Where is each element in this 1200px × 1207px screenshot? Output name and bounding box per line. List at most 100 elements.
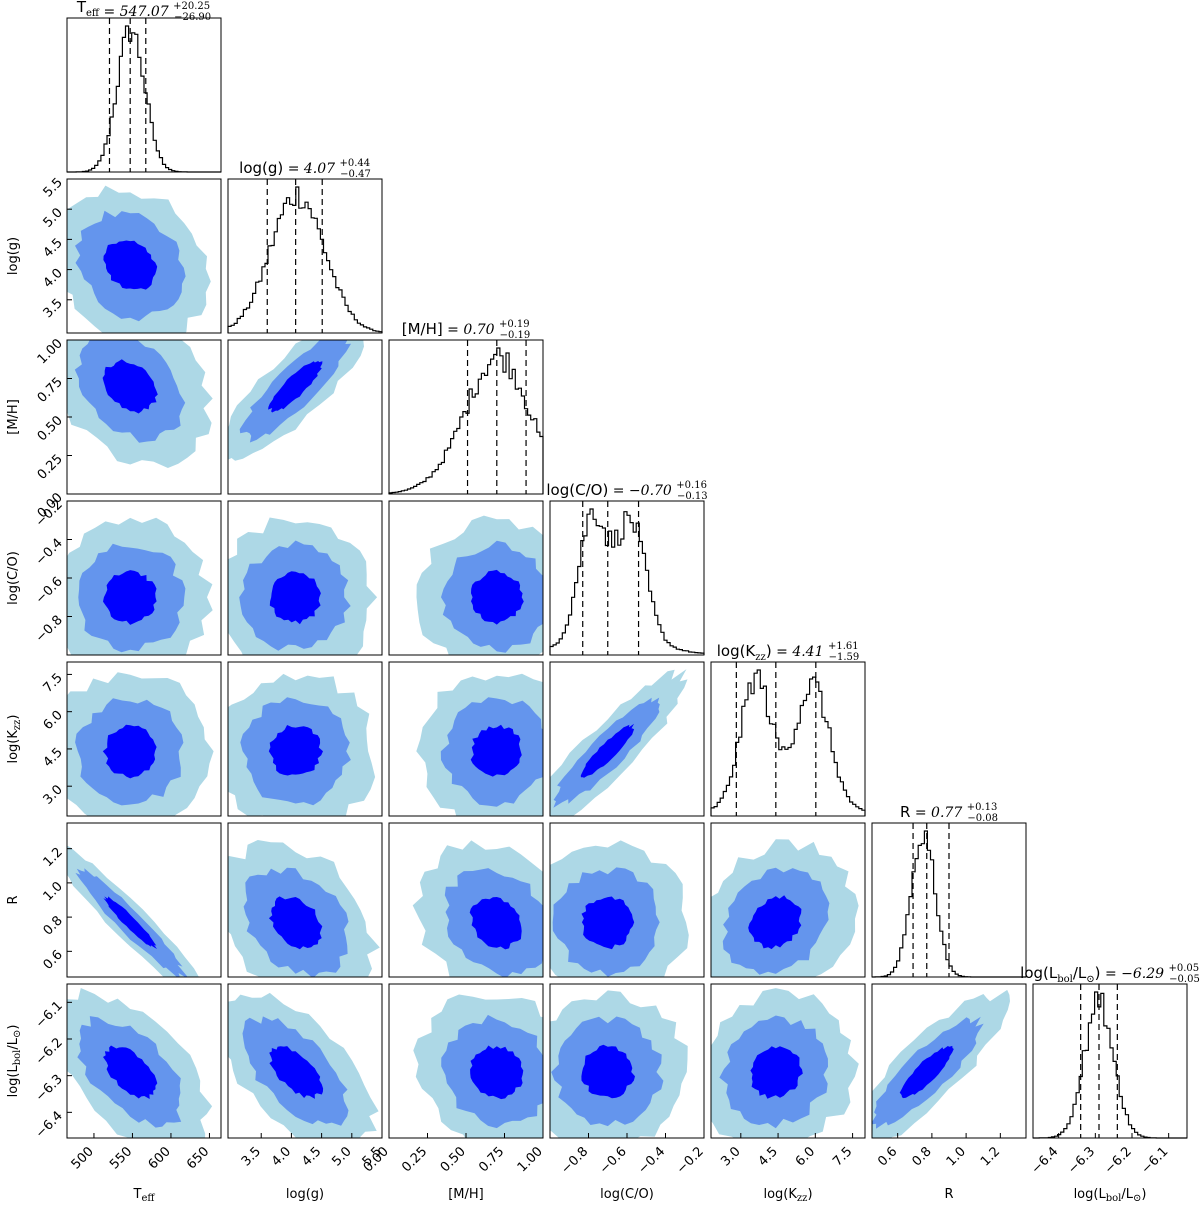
- contour-level-2: [471, 569, 524, 625]
- contour-level-2: [102, 359, 158, 414]
- x-axis-label-lbol: log(Lbol/L⊙): [1074, 1187, 1147, 1204]
- x-tick-label-r-2: 1.0: [944, 1144, 969, 1169]
- y-axis-label-kzz: log(Kzz): [6, 714, 23, 763]
- contour-level-2: [269, 571, 321, 625]
- y-axis-label-lbol: log(Lbol/L⊙): [6, 1025, 23, 1098]
- y-tick-label-logg-4: 5.5: [41, 175, 66, 200]
- contour-panel-lbol-vs-teff: 500 550 600 650 Teff −6.4 −6.3 −6.2−6.1 log(Lbol…: [6, 983, 222, 1204]
- contour-panel-r-vs-co: [549, 822, 705, 978]
- x-tick-label-mh-1: 0.25: [399, 1144, 430, 1175]
- x-tick-label-co-3: −0.2: [674, 1144, 707, 1177]
- panel-frame: [871, 822, 1027, 978]
- contour-level-2: [268, 361, 323, 413]
- y-tick-label-lbol-0: −6.4: [33, 1109, 66, 1142]
- hist-panel-teff: Teff = 547.07 +20.25 −26.90: [66, 0, 222, 173]
- panel-frame: [388, 500, 544, 656]
- contour-level-2: [470, 724, 522, 777]
- x-axis-label-r: R: [944, 1187, 953, 1202]
- hist-panel-r: R = 0.77 +0.13 −0.08: [871, 802, 1027, 978]
- contour-panel-r-vs-kzz: [710, 822, 866, 978]
- y-axis-label-co: log(C/O): [6, 551, 21, 605]
- panel-frame: [227, 500, 383, 656]
- x-tick-label-lbol-3: −6.1: [1139, 1144, 1172, 1177]
- x-tick-label-mh-3: 0.75: [476, 1144, 507, 1175]
- x-tick-label-teff-0: 500: [69, 1144, 97, 1172]
- contour-panel-r-vs-logg: [227, 822, 383, 978]
- hist-panel-logg: log(g) = 4.07 +0.44 −0.47: [227, 158, 383, 334]
- contour-level-2: [102, 724, 157, 779]
- contour-level-2: [748, 895, 802, 950]
- x-axis-label-mh: [M/H]: [448, 1187, 484, 1202]
- x-axis-label-kzz: log(Kzz): [763, 1187, 812, 1204]
- panel-frame: [549, 500, 705, 656]
- contour-panel-lbol-vs-mh: 0.00 0.25 0.50 0.75 1.00 [M/H]: [361, 983, 546, 1202]
- panel-frame: [549, 822, 705, 978]
- contour-panel-lbol-vs-r: 0.6 0.8 1.0 1.2 R: [871, 983, 1027, 1202]
- y-tick-label-logg-3: 5.0: [41, 205, 66, 230]
- panel-frame: [227, 178, 383, 334]
- y-tick-label-kzz-0: 3.0: [41, 782, 66, 807]
- contour-panel-r-vs-teff: 0.6 0.8 1.0 1.2 R: [6, 822, 222, 978]
- x-axis-label-co: log(C/O): [600, 1187, 654, 1202]
- contour-panel-mh-vs-logg: [227, 339, 383, 495]
- title-r: R = 0.77 +0.13 −0.08: [900, 802, 998, 824]
- contour-level-2: [103, 1045, 158, 1099]
- y-tick-label-r-1: 0.8: [41, 913, 66, 938]
- x-tick-label-co-2: −0.4: [635, 1144, 668, 1177]
- panel-frame: [227, 661, 383, 817]
- y-axis-label-r: R: [6, 895, 21, 904]
- hist-mh: [388, 347, 544, 494]
- contour-panel-r-vs-mh: [388, 822, 544, 978]
- x-axis-label-logg: log(g): [286, 1187, 324, 1202]
- y-tick-label-lbol-3: −6.1: [33, 999, 66, 1032]
- y-tick-label-r-0: 0.6: [41, 948, 66, 973]
- panel-frame: [66, 661, 222, 817]
- contour-level-2: [103, 896, 157, 949]
- hist-teff: [67, 25, 221, 173]
- contour-panel-co-vs-mh: [388, 500, 544, 656]
- contour-level-2: [581, 896, 635, 950]
- x-tick-label-r-0: 0.6: [875, 1144, 900, 1169]
- x-tick-label-kzz-3: 7.5: [830, 1144, 855, 1169]
- y-tick-label-lbol-1: −6.3: [33, 1072, 66, 1105]
- title-kzz: log(Kzz) = 4.41 +1.61 −1.59: [717, 641, 860, 663]
- y-tick-label-co-0: −0.8: [33, 613, 66, 646]
- hist-panel-co: log(C/O) = −0.70 +0.16 −0.13: [546, 480, 708, 656]
- y-tick-label-kzz-3: 7.5: [41, 671, 66, 696]
- panel-frame: [66, 17, 222, 173]
- y-tick-label-mh-1: 0.25: [35, 452, 66, 483]
- x-tick-label-teff-3: 650: [184, 1144, 212, 1172]
- x-tick-label-kzz-0: 3.0: [718, 1144, 743, 1169]
- contour-level-2: [269, 1046, 324, 1099]
- title-mh: [M/H] = 0.70 +0.19 −0.19: [402, 319, 531, 341]
- panel-frame: [1032, 983, 1188, 1139]
- contour-panel-kzz-vs-logg: [227, 661, 383, 817]
- x-tick-label-logg-3: 5.0: [329, 1144, 354, 1169]
- contour-panel-lbol-vs-kzz: 3.0 4.5 6.0 7.5 log(Kzz): [710, 983, 866, 1204]
- y-tick-label-kzz-1: 4.5: [41, 745, 66, 770]
- x-tick-label-logg-1: 4.0: [269, 1144, 294, 1169]
- panel-frame: [66, 822, 222, 978]
- y-tick-label-mh-3: 0.75: [35, 375, 66, 406]
- contour-panel-mh-vs-teff: 0.000.250.500.751.00[M/H]: [6, 336, 222, 521]
- title-teff: Teff = 547.07 +20.25 −26.90: [76, 0, 211, 23]
- x-tick-label-kzz-2: 6.0: [793, 1144, 818, 1169]
- panel-frame: [710, 822, 866, 978]
- hist-logg: [227, 186, 383, 333]
- contour-panel-co-vs-logg: [227, 500, 383, 656]
- panel-frame: [388, 822, 544, 978]
- hist-kzz: [710, 669, 866, 816]
- hist-panel-kzz: log(Kzz) = 4.41 +1.61 −1.59: [710, 641, 866, 817]
- x-axis-label-teff: Teff: [133, 1187, 156, 1204]
- y-tick-label-lbol-2: −6.2: [33, 1035, 66, 1068]
- panel-frame: [66, 983, 222, 1139]
- panel-frame: [227, 983, 383, 1139]
- contour-panel-lbol-vs-co: −0.8 −0.6 −0.4 −0.2 log(C/O): [549, 983, 707, 1202]
- contour-panel-kzz-vs-teff: 3.0 4.5 6.0 7.5 log(Kzz): [6, 661, 222, 817]
- x-tick-label-logg-0: 3.5: [239, 1144, 264, 1169]
- contour-level-2: [103, 570, 157, 625]
- panel-frame: [227, 822, 383, 978]
- panel-frame: [227, 339, 383, 495]
